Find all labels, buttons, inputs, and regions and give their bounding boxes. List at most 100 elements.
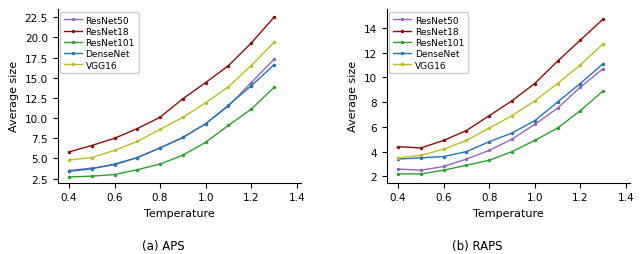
ResNet101 xyxy=(440,169,447,172)
ResNet101 xyxy=(248,108,255,111)
DenseNet xyxy=(156,147,164,150)
ResNet18 xyxy=(508,100,516,103)
VGG16 xyxy=(156,128,164,131)
VGG16 xyxy=(440,148,447,151)
ResNet50 xyxy=(134,156,141,160)
ResNet18 xyxy=(179,98,187,101)
DenseNet xyxy=(111,163,118,166)
ResNet50 xyxy=(65,169,73,172)
ResNet50 xyxy=(88,167,95,170)
DenseNet xyxy=(577,83,584,86)
VGG16 xyxy=(485,127,493,130)
ResNet18 xyxy=(156,116,164,119)
ResNet50 xyxy=(531,123,539,126)
ResNet18 xyxy=(531,83,539,86)
ResNet18 xyxy=(440,139,447,142)
Line: VGG16: VGG16 xyxy=(396,43,605,160)
ResNet101 xyxy=(508,151,516,154)
ResNet101 xyxy=(270,87,278,90)
DenseNet xyxy=(179,136,187,139)
X-axis label: Temperature: Temperature xyxy=(473,208,544,218)
VGG16 xyxy=(577,64,584,67)
DenseNet xyxy=(248,85,255,88)
ResNet101 xyxy=(88,175,95,178)
DenseNet xyxy=(394,158,402,161)
ResNet101 xyxy=(111,173,118,176)
ResNet18 xyxy=(225,65,232,68)
VGG16 xyxy=(179,116,187,119)
VGG16 xyxy=(417,154,425,157)
ResNet18 xyxy=(577,39,584,42)
ResNet50 xyxy=(156,147,164,150)
ResNet50 xyxy=(417,169,425,172)
ResNet50 xyxy=(440,165,447,168)
ResNet101 xyxy=(599,90,607,93)
Line: DenseNet: DenseNet xyxy=(67,64,276,173)
ResNet50 xyxy=(485,149,493,152)
DenseNet xyxy=(65,170,73,173)
VGG16 xyxy=(65,159,73,162)
X-axis label: Temperature: Temperature xyxy=(144,208,215,218)
DenseNet xyxy=(417,157,425,160)
ResNet50 xyxy=(179,136,187,139)
ResNet50 xyxy=(508,138,516,141)
ResNet18 xyxy=(554,60,561,64)
DenseNet xyxy=(270,64,278,67)
Line: DenseNet: DenseNet xyxy=(396,63,605,161)
ResNet50 xyxy=(554,107,561,110)
VGG16 xyxy=(225,86,232,89)
ResNet101 xyxy=(531,139,539,142)
DenseNet xyxy=(440,155,447,158)
VGG16 xyxy=(111,149,118,152)
ResNet101 xyxy=(554,127,561,130)
DenseNet xyxy=(463,151,470,154)
ResNet101 xyxy=(417,173,425,176)
VGG16 xyxy=(508,115,516,118)
Line: ResNet101: ResNet101 xyxy=(396,90,605,176)
DenseNet xyxy=(531,120,539,123)
ResNet101 xyxy=(65,176,73,179)
ResNet18 xyxy=(248,42,255,45)
VGG16 xyxy=(248,65,255,68)
ResNet101 xyxy=(134,168,141,171)
Legend: ResNet50, ResNet18, ResNet101, DenseNet, VGG16: ResNet50, ResNet18, ResNet101, DenseNet,… xyxy=(389,13,468,74)
ResNet18 xyxy=(394,146,402,149)
DenseNet xyxy=(202,123,209,126)
Line: ResNet18: ResNet18 xyxy=(396,18,605,150)
ResNet50 xyxy=(270,58,278,61)
Line: ResNet101: ResNet101 xyxy=(67,86,276,179)
DenseNet xyxy=(134,156,141,160)
ResNet18 xyxy=(88,145,95,148)
DenseNet xyxy=(225,104,232,107)
Line: VGG16: VGG16 xyxy=(67,41,276,162)
VGG16 xyxy=(270,42,278,45)
ResNet18 xyxy=(270,17,278,20)
VGG16 xyxy=(202,102,209,105)
ResNet50 xyxy=(394,168,402,171)
DenseNet xyxy=(485,141,493,144)
VGG16 xyxy=(134,140,141,144)
ResNet101 xyxy=(394,173,402,176)
ResNet101 xyxy=(225,124,232,127)
ResNet18 xyxy=(134,128,141,131)
Y-axis label: Average size: Average size xyxy=(348,61,358,132)
Text: (b) RAPS: (b) RAPS xyxy=(452,239,502,252)
VGG16 xyxy=(554,83,561,86)
ResNet101 xyxy=(202,141,209,144)
ResNet50 xyxy=(111,164,118,167)
VGG16 xyxy=(88,156,95,160)
VGG16 xyxy=(531,100,539,103)
ResNet50 xyxy=(463,158,470,161)
ResNet101 xyxy=(463,164,470,167)
ResNet101 xyxy=(156,163,164,166)
ResNet18 xyxy=(65,151,73,154)
DenseNet xyxy=(508,132,516,135)
VGG16 xyxy=(463,139,470,142)
DenseNet xyxy=(554,101,561,104)
VGG16 xyxy=(599,43,607,46)
DenseNet xyxy=(88,168,95,171)
ResNet101 xyxy=(577,110,584,113)
Y-axis label: Average size: Average size xyxy=(9,61,19,132)
DenseNet xyxy=(599,63,607,66)
ResNet50 xyxy=(225,105,232,108)
